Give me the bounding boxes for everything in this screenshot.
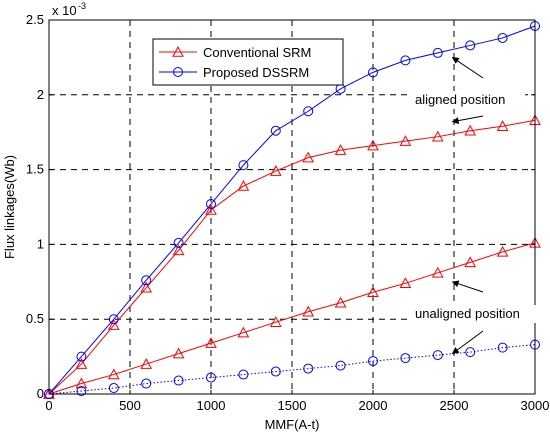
data-point [465, 347, 476, 358]
data-point [173, 375, 184, 386]
data-point [238, 160, 249, 171]
y-tick-label: 0.5 [26, 311, 44, 326]
data-point [334, 296, 347, 308]
data-point [269, 165, 282, 176]
data-point [141, 275, 152, 286]
y-tick-label: 1.5 [26, 162, 44, 177]
data-point [431, 130, 444, 142]
annotation-arrow [451, 280, 484, 293]
y-tick-label: 2.5 [26, 12, 44, 27]
data-point [75, 377, 88, 389]
data-point [464, 124, 477, 136]
data-point [431, 266, 444, 278]
data-point [399, 277, 412, 289]
data-point [108, 314, 119, 325]
annotation-arrow [451, 330, 484, 355]
data-point [432, 350, 443, 361]
data-point [302, 151, 315, 163]
data-point [367, 139, 379, 151]
series-aligned-triangle [43, 114, 541, 399]
data-point [107, 319, 120, 330]
x-tick-label: 1500 [278, 398, 307, 413]
data-point [107, 368, 120, 380]
y-tick-label: 0 [37, 386, 44, 401]
data-point [205, 203, 217, 215]
y-tick-label: 2 [37, 87, 44, 102]
annotation-bg [409, 91, 525, 109]
legend-marker [172, 45, 184, 57]
data-point [237, 326, 250, 338]
data-point [496, 245, 509, 257]
data-point [108, 383, 119, 394]
legend: Conventional SRM Proposed DSSRM [152, 38, 344, 86]
data-point [334, 144, 347, 155]
data-point [237, 180, 250, 191]
data-point [206, 372, 216, 383]
annotation-bg [409, 305, 537, 323]
x-tick-label: 500 [119, 398, 141, 413]
y-axis-label: Flux linkages(Wb) [2, 155, 17, 259]
data-point [302, 305, 315, 317]
annotation-unaligned: unaligned position [409, 280, 537, 355]
data-point [238, 369, 249, 380]
data-point [496, 120, 509, 131]
data-point [205, 337, 217, 348]
series-line [48, 242, 536, 395]
data-point [465, 40, 476, 51]
data-point [368, 356, 378, 367]
grid-lines [49, 20, 535, 394]
data-point [399, 135, 412, 146]
data-point [400, 353, 411, 364]
data-point [172, 244, 185, 256]
x-tick-label: 2500 [440, 398, 469, 413]
data-point [140, 358, 153, 369]
annotation-arrow [451, 56, 484, 79]
data-point [76, 386, 87, 397]
annotations: aligned position unaligned position [409, 56, 537, 355]
legend-label: Conventional SRM [203, 45, 311, 60]
legend-box [152, 38, 344, 86]
series-line [48, 119, 536, 395]
data-point [464, 256, 477, 268]
data-point [368, 67, 378, 78]
data-point [173, 237, 184, 248]
y-scale-exponent: -3 [78, 1, 86, 11]
data-point [367, 286, 379, 298]
data-point [141, 378, 152, 389]
data-point [172, 347, 185, 359]
data-point [206, 199, 216, 210]
x-tick-label: 3000 [521, 398, 550, 413]
y-scale-note: x 10 [52, 3, 77, 18]
annotation-aligned: aligned position [409, 56, 525, 125]
y-tick-label: 1 [37, 236, 44, 251]
legend-label: Proposed DSSRM [203, 65, 309, 80]
data-point [303, 363, 314, 374]
series-line [48, 25, 536, 395]
data-point [335, 360, 346, 371]
x-tick-label: 1000 [197, 398, 226, 413]
plot-frame [48, 19, 536, 395]
data-point [270, 125, 281, 136]
data-point [75, 358, 88, 369]
series-unaligned-triangle [43, 236, 541, 399]
data-point [497, 32, 508, 43]
data-point [497, 342, 508, 353]
x-axis-label: MMF(A-t) [265, 417, 320, 432]
data-point [76, 351, 87, 362]
data-point [432, 47, 443, 58]
legend-marker [173, 67, 183, 77]
data-point [270, 366, 281, 377]
data-point [269, 316, 282, 327]
annotation-arrow [451, 115, 484, 125]
annotation-label: aligned position [415, 92, 505, 107]
x-tick-label: 2000 [359, 398, 388, 413]
axis-ticks: 0 500 1000 1500 2000 2500 3000 0 0.5 1 1.5 2 2.5 [26, 12, 550, 413]
annotation-label: unaligned position [415, 306, 520, 321]
data-point [140, 281, 153, 293]
x-tick-label: 0 [45, 398, 52, 413]
data-point [400, 55, 411, 66]
data-point [303, 106, 314, 117]
